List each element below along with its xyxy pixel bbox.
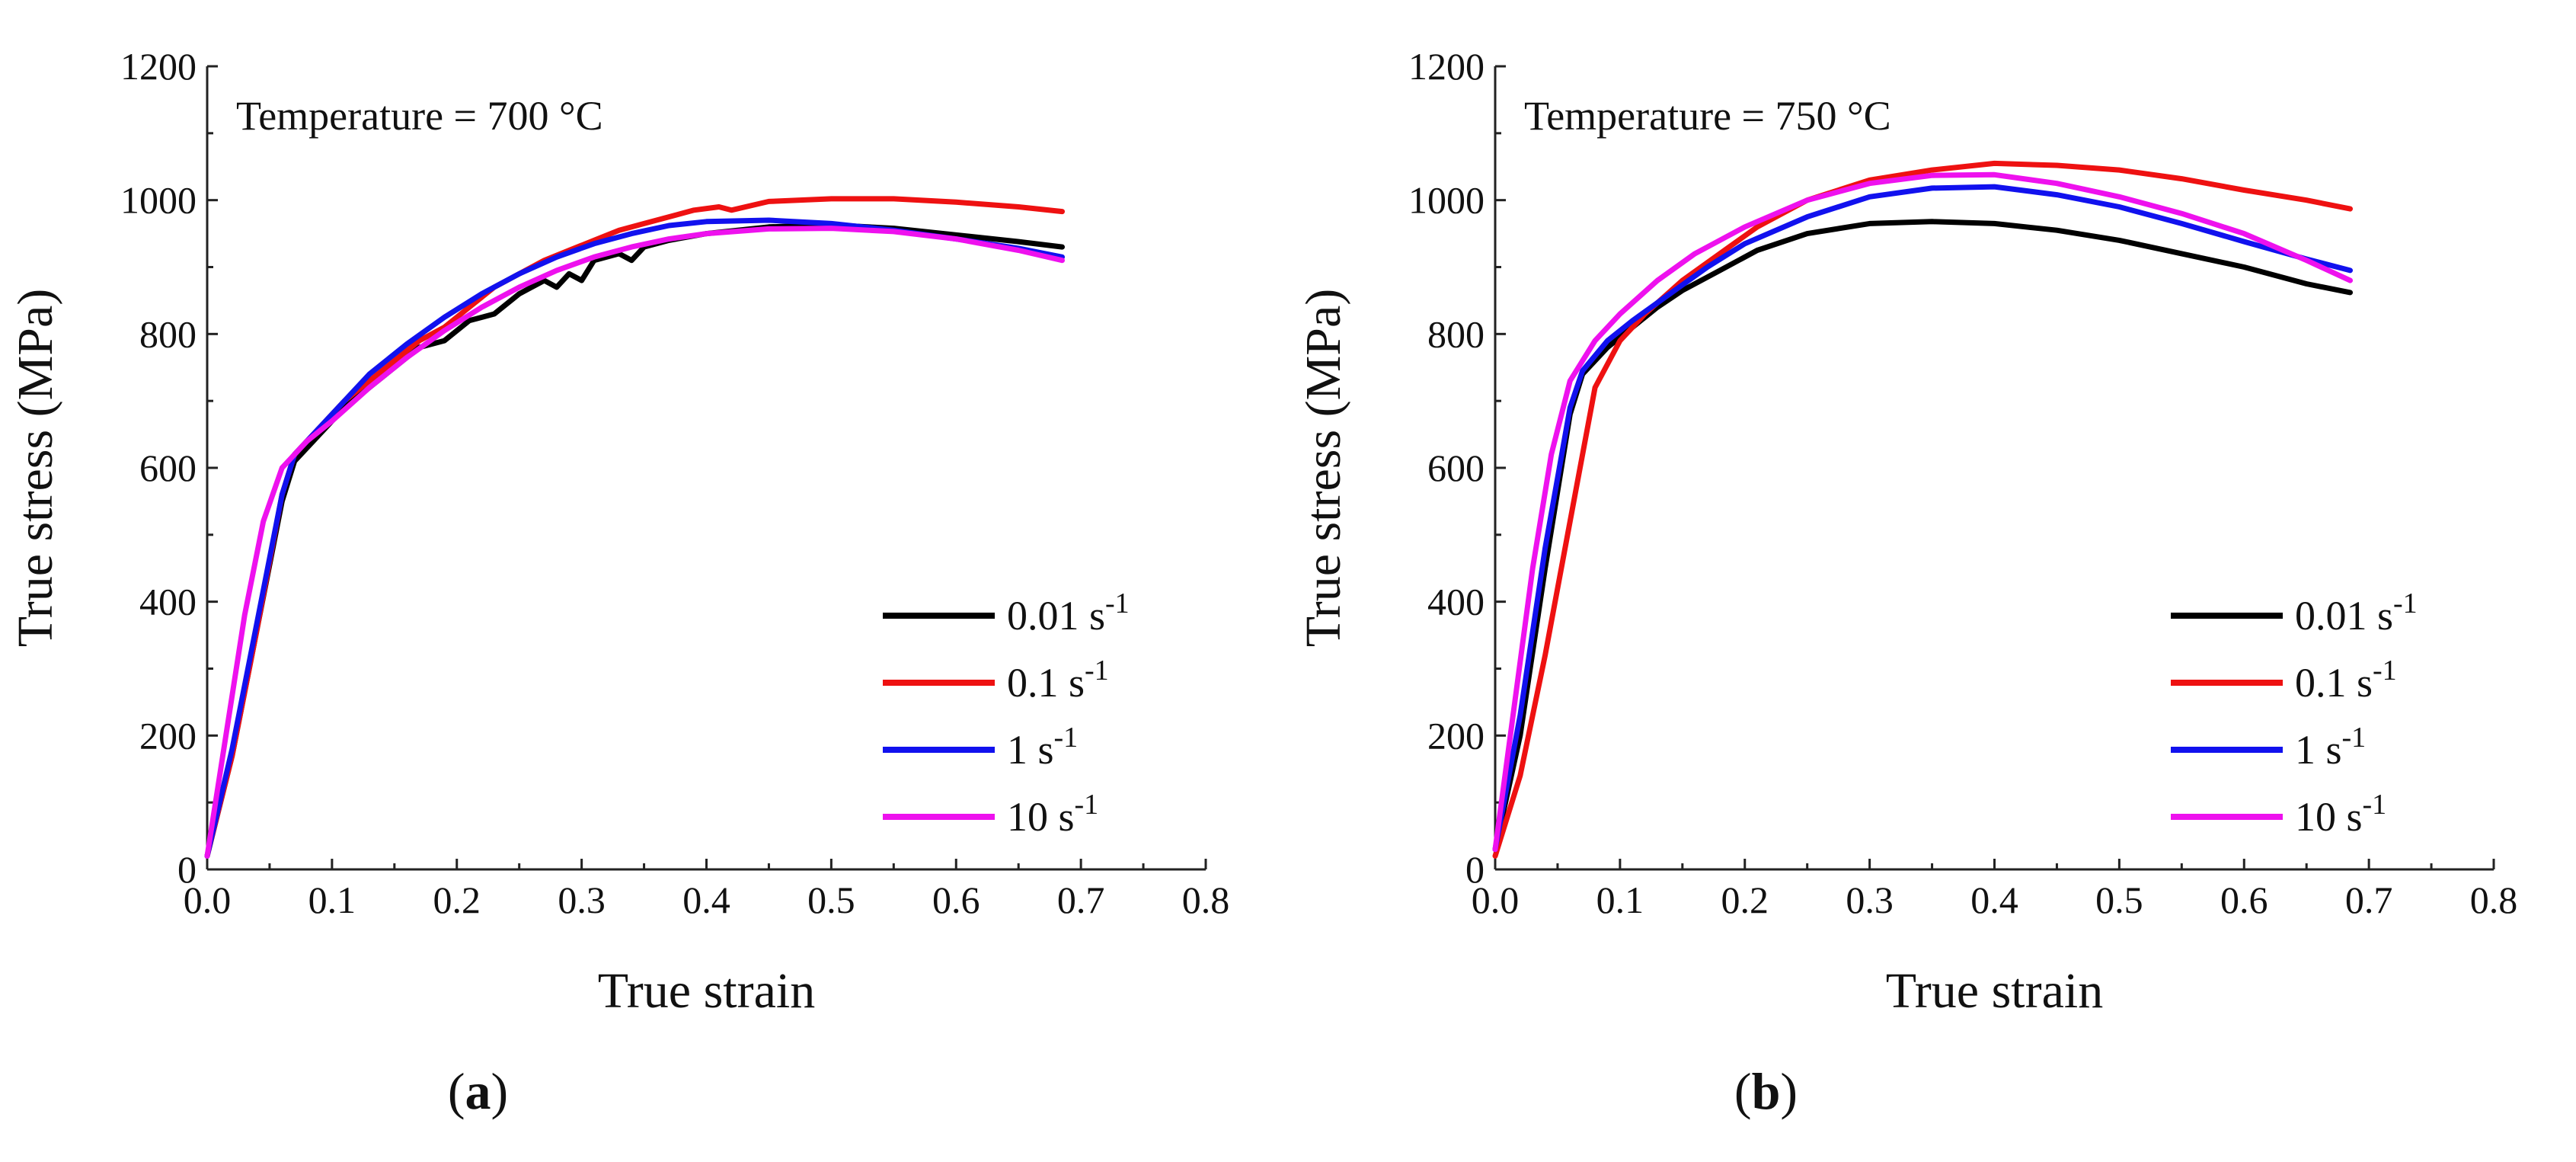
y-tick-label: 0 (177, 848, 197, 891)
y-tick-label: 1000 (120, 179, 197, 222)
legend-label-0: 0.01 s-1 (2295, 587, 2418, 639)
legend-label-1: 0.1 s-1 (2295, 655, 2397, 706)
y-tick-label: 0 (1465, 848, 1485, 891)
series-line-0 (1492, 219, 2353, 853)
temperature-annotation: Temperature = 700 °C (236, 93, 603, 139)
series-line-3 (204, 226, 1065, 859)
x-tick-label: 0.4 (682, 879, 730, 921)
y-tick-label: 200 (1427, 714, 1485, 757)
y-tick-label: 400 (1427, 581, 1485, 623)
chart-panel-a: 0.0 0.1 0.2 0.3 0.4 0.5 0.6 0.7 0.8 0 200 400 600 800… (8, 45, 1230, 1120)
series-line-0 (204, 222, 1065, 859)
x-tick-label: 0.5 (807, 879, 855, 921)
panel-label: (b) (1734, 1062, 1798, 1120)
x-tick-label: 0.1 (1596, 879, 1644, 921)
x-tick-label: 0.2 (1721, 879, 1769, 921)
y-tick-label: 200 (139, 714, 197, 757)
legend-label-3: 10 s-1 (1007, 789, 1098, 840)
series-line-1 (204, 196, 1065, 859)
x-tick-label: 0.2 (433, 879, 481, 921)
temperature-annotation: Temperature = 750 °C (1524, 93, 1891, 139)
x-tick-label: 0.0 (184, 879, 232, 921)
series-line-2 (204, 217, 1065, 859)
x-tick-label: 0.1 (308, 879, 356, 921)
panel-label: (a) (448, 1062, 508, 1120)
x-tick-label: 0.5 (2095, 879, 2143, 921)
y-tick-label: 800 (1427, 312, 1485, 355)
legend-label-2: 1 s-1 (2295, 722, 2366, 773)
x-tick-label: 0.7 (1057, 879, 1105, 921)
y-tick-label: 1200 (1408, 45, 1485, 88)
x-tick-label: 0.8 (2470, 879, 2518, 921)
x-tick-label: 0.0 (1472, 879, 1520, 921)
x-tick-label: 0.8 (1182, 879, 1230, 921)
legend-label-3: 10 s-1 (2295, 789, 2386, 840)
series-line-3 (1492, 171, 2353, 853)
y-tick-label: 800 (139, 312, 197, 355)
y-axis-title: True stress (MPa) (8, 289, 63, 648)
y-axis-title: True stress (MPa) (1296, 289, 1351, 648)
legend-label-0: 0.01 s-1 (1007, 587, 1130, 639)
x-axis-title: True strain (598, 963, 815, 1019)
legend-label-1: 0.1 s-1 (1007, 655, 1109, 706)
x-tick-label: 0.6 (932, 879, 980, 921)
legend-label-2: 1 s-1 (1007, 722, 1078, 773)
x-tick-label: 0.3 (558, 879, 606, 921)
x-tick-label: 0.4 (1970, 879, 2018, 921)
x-tick-label: 0.6 (2220, 879, 2268, 921)
y-tick-label: 600 (1427, 447, 1485, 489)
series-line-2 (1492, 184, 2353, 853)
x-axis-title: True strain (1886, 963, 2103, 1019)
chart-panel-b: 0.0 0.1 0.2 0.3 0.4 0.5 0.6 0.7 0.8 0 200 400 600 800… (1296, 45, 2518, 1120)
y-tick-label: 400 (139, 581, 197, 623)
y-tick-label: 600 (139, 447, 197, 489)
x-tick-label: 0.7 (2345, 879, 2393, 921)
y-tick-label: 1000 (1408, 179, 1485, 222)
x-tick-label: 0.3 (1846, 879, 1894, 921)
y-tick-label: 1200 (120, 45, 197, 88)
